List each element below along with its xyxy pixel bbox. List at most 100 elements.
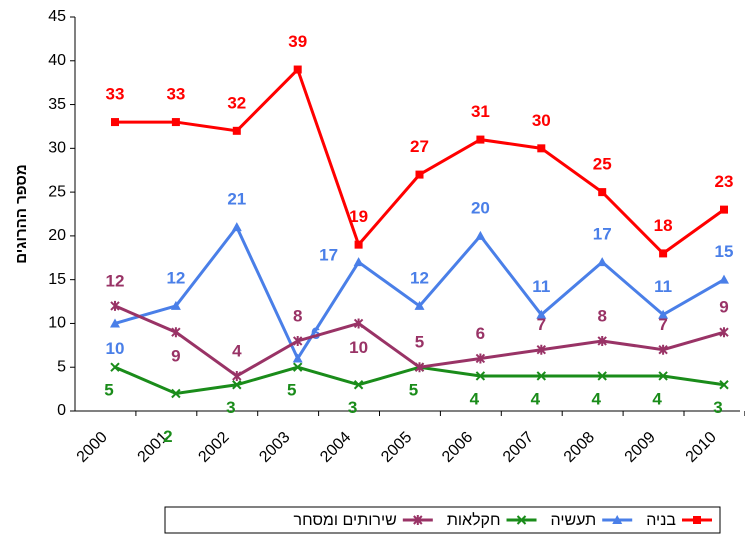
marker bbox=[171, 388, 181, 399]
marker bbox=[597, 257, 608, 267]
data-label: 31 bbox=[471, 102, 490, 121]
marker bbox=[414, 300, 425, 310]
marker bbox=[597, 371, 607, 381]
x-tick-label: 2006 bbox=[439, 429, 476, 466]
marker bbox=[415, 170, 424, 179]
data-label: 10 bbox=[106, 339, 125, 358]
data-label: 23 bbox=[715, 172, 734, 191]
x-tick-label: 2003 bbox=[256, 429, 293, 466]
marker bbox=[658, 371, 668, 381]
data-label: 30 bbox=[532, 111, 551, 130]
data-label: 25 bbox=[593, 155, 612, 174]
legend-label: שירותים ומסחר bbox=[294, 512, 397, 529]
data-label: 12 bbox=[106, 271, 125, 290]
data-label: 17 bbox=[319, 246, 338, 265]
data-label: 27 bbox=[410, 137, 429, 156]
marker bbox=[536, 309, 547, 319]
data-label: 18 bbox=[654, 216, 673, 235]
legend-label: בניה bbox=[646, 512, 676, 529]
marker bbox=[293, 65, 302, 74]
data-label: 39 bbox=[288, 32, 307, 51]
y-axis-title: מספר ההרוגים bbox=[13, 164, 30, 263]
y-tick-label: 45 bbox=[48, 8, 66, 25]
marker bbox=[292, 362, 303, 372]
data-label: 5 bbox=[409, 381, 418, 400]
data-label: 19 bbox=[349, 207, 368, 226]
data-label: 4 bbox=[470, 389, 480, 408]
y-tick-label: 40 bbox=[48, 52, 66, 69]
marker bbox=[171, 327, 181, 338]
y-tick-label: 0 bbox=[57, 402, 66, 419]
marker bbox=[171, 118, 180, 127]
y-tick-label: 10 bbox=[48, 315, 66, 332]
marker bbox=[232, 126, 241, 135]
marker bbox=[354, 240, 363, 249]
marker bbox=[353, 318, 364, 329]
marker bbox=[110, 362, 120, 372]
data-label: 17 bbox=[593, 225, 612, 244]
marker bbox=[475, 230, 486, 240]
marker bbox=[537, 144, 546, 153]
y-tick-label: 15 bbox=[48, 271, 66, 288]
marker bbox=[475, 353, 486, 364]
marker bbox=[110, 300, 120, 311]
marker bbox=[719, 274, 729, 284]
y-tick-label: 35 bbox=[48, 96, 66, 113]
y-tick-label: 30 bbox=[48, 140, 66, 157]
data-label: 7 bbox=[658, 315, 667, 334]
marker bbox=[476, 135, 485, 144]
marker bbox=[414, 362, 425, 373]
x-tick-label: 2005 bbox=[378, 429, 415, 466]
data-label: 4 bbox=[232, 341, 242, 360]
legend-box bbox=[164, 506, 721, 534]
data-label: 4 bbox=[652, 389, 662, 408]
legend-marker bbox=[612, 515, 623, 524]
data-label: 10 bbox=[349, 338, 368, 357]
marker bbox=[720, 205, 728, 214]
data-label: 2 bbox=[163, 427, 172, 446]
marker bbox=[353, 257, 364, 267]
data-label: 12 bbox=[166, 268, 185, 287]
data-label: 32 bbox=[227, 93, 246, 112]
data-label: 20 bbox=[471, 198, 490, 217]
x-tick-label: 2008 bbox=[561, 429, 598, 466]
marker bbox=[353, 380, 364, 390]
data-label: 33 bbox=[166, 85, 185, 104]
legend-label: תעשיה bbox=[551, 512, 597, 529]
legend-label: חקלאות bbox=[447, 511, 501, 529]
marker bbox=[658, 344, 668, 355]
x-tick-label: 2002 bbox=[195, 429, 232, 466]
x-tick-label: 2007 bbox=[500, 429, 537, 466]
marker bbox=[719, 380, 729, 390]
data-label: 3 bbox=[226, 398, 235, 417]
data-label: 3 bbox=[348, 398, 357, 417]
marker bbox=[110, 318, 120, 328]
marker bbox=[475, 371, 486, 381]
y-tick-label: 5 bbox=[57, 358, 66, 375]
marker bbox=[536, 344, 547, 355]
data-label: 4 bbox=[591, 389, 601, 408]
data-label: 3 bbox=[713, 398, 722, 417]
data-label: 11 bbox=[654, 277, 672, 296]
marker bbox=[597, 335, 607, 346]
legend-marker bbox=[413, 515, 423, 525]
data-label: 5 bbox=[104, 381, 113, 400]
marker bbox=[292, 353, 303, 363]
data-label: 4 bbox=[531, 389, 541, 408]
marker bbox=[658, 309, 669, 319]
data-label: 9 bbox=[719, 298, 728, 317]
marker bbox=[170, 300, 181, 310]
data-label: 11 bbox=[532, 277, 550, 296]
data-label: 5 bbox=[415, 333, 424, 352]
marker bbox=[232, 370, 242, 381]
data-label: 33 bbox=[106, 85, 125, 104]
marker bbox=[111, 118, 119, 127]
marker bbox=[536, 371, 547, 381]
data-label: 8 bbox=[597, 306, 606, 325]
x-tick-label: 2000 bbox=[74, 429, 111, 466]
data-label: 7 bbox=[537, 315, 546, 334]
data-label: 5 bbox=[287, 381, 296, 400]
x-tick-label: 2004 bbox=[317, 429, 354, 466]
data-label: 6 bbox=[476, 324, 485, 343]
